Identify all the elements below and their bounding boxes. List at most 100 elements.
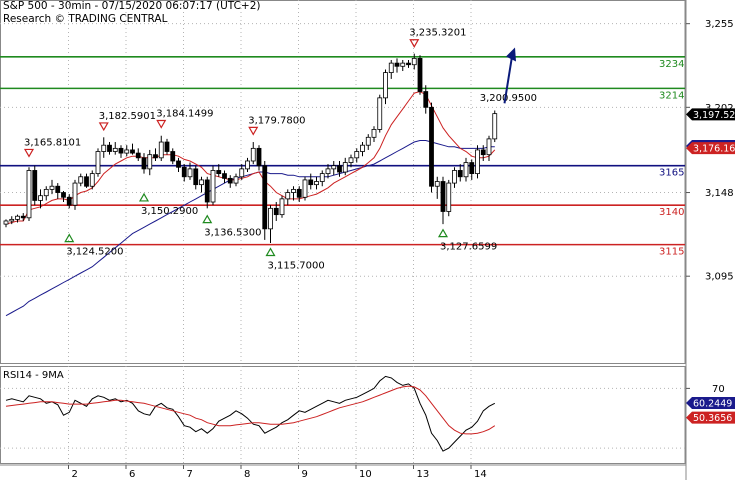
last-value-tag-text: 3,176.16 <box>693 144 735 155</box>
candle-body <box>89 173 95 187</box>
candle <box>457 164 463 182</box>
candle <box>107 142 112 155</box>
x-tick-label: 14 <box>474 469 487 480</box>
candle-body <box>20 215 26 219</box>
price-tick-label: 3,202 <box>705 103 734 114</box>
x-tick-label: 8 <box>244 469 250 480</box>
target-label: 3,200.9500 <box>480 93 537 104</box>
candle-body <box>222 173 227 179</box>
candle <box>308 173 314 190</box>
swing-high-marker <box>248 126 259 136</box>
candle <box>250 142 256 165</box>
candle <box>101 137 107 158</box>
last-value-tag-text: 3,197.52 <box>693 110 735 121</box>
candle-body <box>406 62 411 66</box>
candle <box>342 157 348 176</box>
candle-body <box>417 57 423 92</box>
swing-low-label: 3,124.5200 <box>66 247 123 258</box>
candle <box>440 176 446 225</box>
x-tick-label: 6 <box>129 469 135 480</box>
candle <box>239 164 245 180</box>
level-label-3165: 3165 <box>659 168 684 179</box>
last-value-tag-bg <box>686 108 735 121</box>
swing-high-marker <box>23 148 35 158</box>
candle-body <box>469 162 475 175</box>
candle-body <box>61 192 66 198</box>
candle <box>486 135 492 161</box>
last-value-tag: 3,176.16 <box>686 142 735 155</box>
candle-body <box>429 106 434 187</box>
candle-body <box>423 91 429 108</box>
candle <box>492 110 498 143</box>
candle <box>400 59 406 72</box>
candle <box>9 216 15 225</box>
candle-body <box>365 136 371 146</box>
candle-body <box>388 62 394 74</box>
candle-body <box>331 165 337 170</box>
moving-average-slow-line <box>5 140 495 317</box>
swing-low-label: 3,115.7000 <box>268 261 325 272</box>
candle <box>365 134 371 150</box>
level-label-3140: 3140 <box>659 207 684 218</box>
candle-body <box>204 179 210 203</box>
rsi-last-value-tag-text: 60.2449 <box>693 398 732 409</box>
candle <box>256 145 262 171</box>
rsi-tick-label: 70 <box>712 384 725 395</box>
swing-high-label: 3,235.3201 <box>409 28 466 39</box>
candle-body <box>308 179 314 186</box>
candle <box>291 186 296 201</box>
candle <box>302 176 308 201</box>
candle-body <box>43 188 49 197</box>
rsi-last-value-tag: 50.3656 <box>686 411 735 424</box>
candle <box>66 194 72 209</box>
candle-body <box>486 138 492 156</box>
candle <box>112 142 118 155</box>
candle <box>417 55 423 95</box>
candle <box>423 85 429 114</box>
candle-body <box>440 181 446 212</box>
candle <box>337 160 342 177</box>
last-value-tag-bg <box>686 142 735 155</box>
candle <box>3 219 9 228</box>
candle-body <box>107 144 112 152</box>
candle <box>463 157 469 182</box>
candle-body <box>268 207 273 230</box>
candle <box>193 165 199 190</box>
swing-low-label: 3,150.2900 <box>141 206 198 217</box>
candle-body <box>354 151 360 159</box>
candle-body <box>26 170 32 219</box>
candle-body <box>480 149 486 156</box>
candle <box>61 190 66 203</box>
candle <box>446 179 452 217</box>
candle-body <box>337 165 342 173</box>
candle-body <box>193 168 199 186</box>
candle-body <box>319 173 325 182</box>
candle <box>348 154 354 168</box>
candle <box>434 176 440 199</box>
candle <box>158 135 164 161</box>
candle-body <box>291 188 296 193</box>
candle <box>147 149 153 176</box>
level-label-3214: 3214 <box>659 90 684 101</box>
rsi-series-rsi14-line <box>5 375 496 452</box>
swing-high-label: 3,165.8101 <box>24 137 81 148</box>
level-label-3234: 3234 <box>659 59 684 70</box>
last-value-tag: 3,197.52 <box>686 108 735 121</box>
candle-body <box>78 176 84 184</box>
chart-title: S&P 500 - 30min - 07/15/2020 06:07:17 (U… <box>3 0 261 12</box>
candle-body <box>394 62 400 67</box>
x-tick-label: 2 <box>72 469 78 480</box>
x-tick-label: 13 <box>417 469 430 480</box>
candle-body <box>49 185 55 190</box>
candle <box>227 175 233 188</box>
candle <box>176 157 181 173</box>
candle-body <box>176 160 181 168</box>
candle <box>279 195 285 218</box>
candle <box>210 165 216 206</box>
candle-body <box>216 170 222 175</box>
candle-body <box>181 166 187 178</box>
candle-body <box>475 149 480 175</box>
candle-body <box>170 151 176 162</box>
candle <box>262 160 268 240</box>
candle <box>84 173 89 188</box>
